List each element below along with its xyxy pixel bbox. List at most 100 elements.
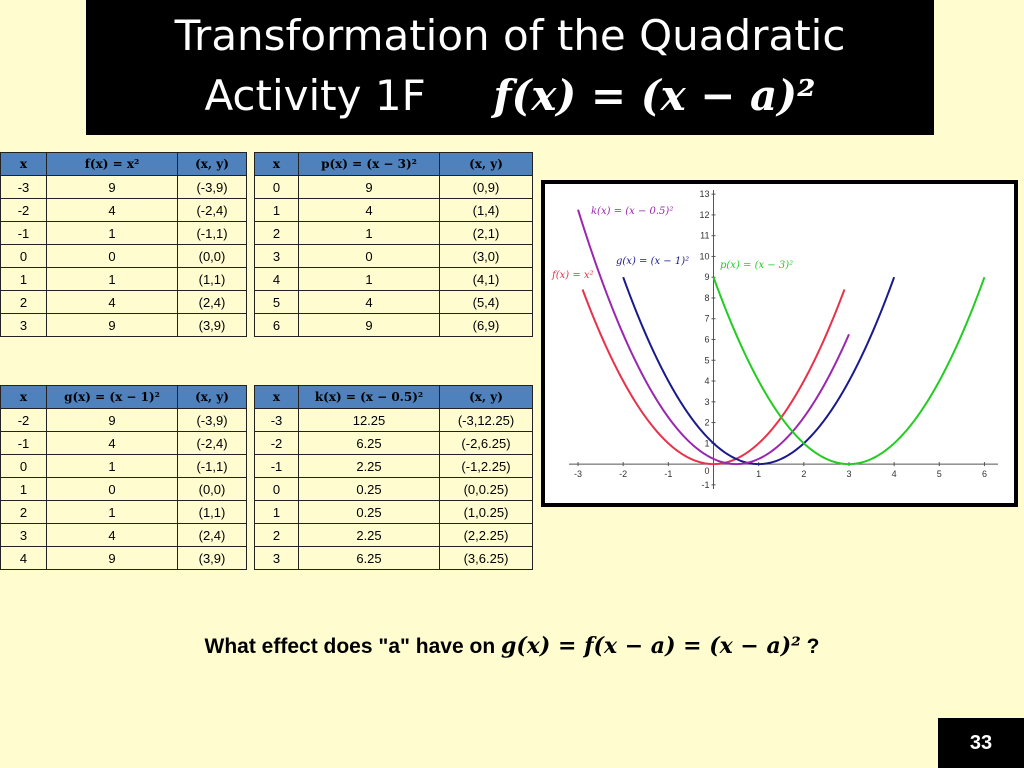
cell-point: (0,0) [177, 244, 247, 268]
y-tick-label: 7 [704, 314, 709, 324]
y-tick-label: 9 [704, 272, 709, 282]
table-row: 0 9 (0,9) [254, 175, 533, 199]
cell-point: (1,1) [177, 500, 247, 524]
cell-x: 4 [0, 546, 47, 570]
table-row: 5 4 (5,4) [254, 290, 533, 314]
table-header-row: x p(x) = (x − 3)² (x, y) [254, 152, 533, 176]
x-tick-label: 6 [982, 469, 987, 479]
header-function: f(x) = x² [46, 152, 178, 176]
x-tick-label: -1 [664, 469, 672, 479]
cell-x: 1 [0, 267, 47, 291]
cell-x: 0 [0, 454, 47, 478]
series-curve-3 [712, 276, 986, 466]
header-point: (x, y) [177, 152, 247, 176]
cell-point: (-3,12.25) [439, 408, 533, 432]
cell-value: 0.25 [298, 477, 440, 501]
cell-x: 5 [254, 290, 299, 314]
cell-value: 1 [46, 500, 178, 524]
question-equation: g(x) = f(x − a) = (x − a)² [501, 633, 801, 659]
cell-x: 6 [254, 313, 299, 337]
cell-value: 4 [298, 290, 440, 314]
header-function: g(x) = (x − 1)² [46, 385, 178, 409]
cell-x: 1 [254, 198, 299, 222]
cell-point: (2,1) [439, 221, 533, 245]
cell-value: 1 [298, 221, 440, 245]
cell-x: 0 [0, 244, 47, 268]
y-tick-label: 1 [704, 438, 709, 448]
cell-x: 3 [254, 546, 299, 570]
table-row: -2 9 (-3,9) [0, 408, 247, 432]
series-label-0: f(x) = x² [551, 270, 594, 281]
cell-point: (-2,4) [177, 198, 247, 222]
origin-label: 0 [704, 466, 709, 476]
cell-point: (0,9) [439, 175, 533, 199]
table-k: x k(x) = (x − 0.5)² (x, y) -3 12.25 (-3,12… [254, 385, 533, 570]
cell-point: (4,1) [439, 267, 533, 291]
cell-point: (5,4) [439, 290, 533, 314]
cell-point: (1,0.25) [439, 500, 533, 524]
cell-x: -2 [0, 408, 47, 432]
cell-point: (-1,1) [177, 221, 247, 245]
table-row: 0 1 (-1,1) [0, 454, 247, 478]
cell-value: 4 [46, 431, 178, 455]
table-row: 3 6.25 (3,6.25) [254, 546, 533, 570]
header-x: x [254, 385, 299, 409]
y-tick-label: 6 [704, 335, 709, 345]
cell-x: -3 [0, 175, 47, 199]
cell-x: 1 [0, 477, 47, 501]
cell-value: 0 [46, 244, 178, 268]
table-row: 1 0.25 (1,0.25) [254, 500, 533, 524]
question-suffix: ? [806, 635, 820, 658]
table-header-row: x k(x) = (x − 0.5)² (x, y) [254, 385, 533, 409]
cell-value: 12.25 [298, 408, 440, 432]
table-row: 2 1 (2,1) [254, 221, 533, 245]
cell-value: 9 [46, 175, 178, 199]
title-banner: Transformation of the Quadratic Activity… [86, 0, 934, 135]
x-tick-label: 2 [801, 469, 806, 479]
table-row: 3 4 (2,4) [0, 523, 247, 547]
table-row: 2 4 (2,4) [0, 290, 247, 314]
table-row: -2 4 (-2,4) [0, 198, 247, 222]
table-row: 4 1 (4,1) [254, 267, 533, 291]
table-row: 4 9 (3,9) [0, 546, 247, 570]
cell-value: 4 [46, 523, 178, 547]
table-row: 3 0 (3,0) [254, 244, 533, 268]
table-row: 1 0 (0,0) [0, 477, 247, 501]
table-g: x g(x) = (x − 1)² (x, y) -2 9 (-3,9) -1 4 (-2… [0, 385, 247, 570]
slide-title: Transformation of the Quadratic [174, 11, 846, 60]
cell-value: 0 [298, 244, 440, 268]
y-tick-label: 13 [699, 189, 709, 199]
cell-point: (3,6.25) [439, 546, 533, 570]
y-tick-label: 2 [704, 418, 709, 428]
y-tick-label: 5 [704, 355, 709, 365]
header-point: (x, y) [177, 385, 247, 409]
cell-point: (1,1) [177, 267, 247, 291]
cell-point: (-3,9) [177, 175, 247, 199]
cell-value: 0.25 [298, 500, 440, 524]
cell-x: 2 [0, 290, 47, 314]
header-function: k(x) = (x − 0.5)² [298, 385, 440, 409]
cell-value: 9 [46, 546, 178, 570]
cell-point: (2,4) [177, 523, 247, 547]
table-header-row: x f(x) = x² (x, y) [0, 152, 247, 176]
cell-point: (0,0.25) [439, 477, 533, 501]
series-label-1: g(x) = (x − 1)² [616, 256, 689, 267]
y-tick-label: 12 [699, 210, 709, 220]
graph-panel: -3 -2 -1 1 2 3 4 5 6 -1 1 2 3 4 5 6 7 8 9 10 11 12 13 0 f(x) = x… [545, 184, 1014, 503]
question-text: What effect does "a" have on g(x) = f(x … [0, 633, 1024, 659]
cell-point: (1,4) [439, 198, 533, 222]
cell-value: 9 [46, 313, 178, 337]
y-tick-label: 10 [699, 251, 709, 261]
question-prefix: What effect does "a" have on [204, 635, 496, 658]
x-tick-label: 4 [892, 469, 897, 479]
cell-value: 9 [298, 175, 440, 199]
table-row: -3 12.25 (-3,12.25) [254, 408, 533, 432]
table-header-row: x g(x) = (x − 1)² (x, y) [0, 385, 247, 409]
table-p: x p(x) = (x − 3)² (x, y) 0 9 (0,9) 1 4 (1,4) 2… [254, 152, 533, 337]
cell-value: 9 [298, 313, 440, 337]
cell-x: 4 [254, 267, 299, 291]
series-label-3: p(x) = (x − 3)² [720, 260, 793, 271]
cell-x: 3 [0, 523, 47, 547]
cell-point: (-2,4) [177, 431, 247, 455]
cell-value: 6.25 [298, 546, 440, 570]
